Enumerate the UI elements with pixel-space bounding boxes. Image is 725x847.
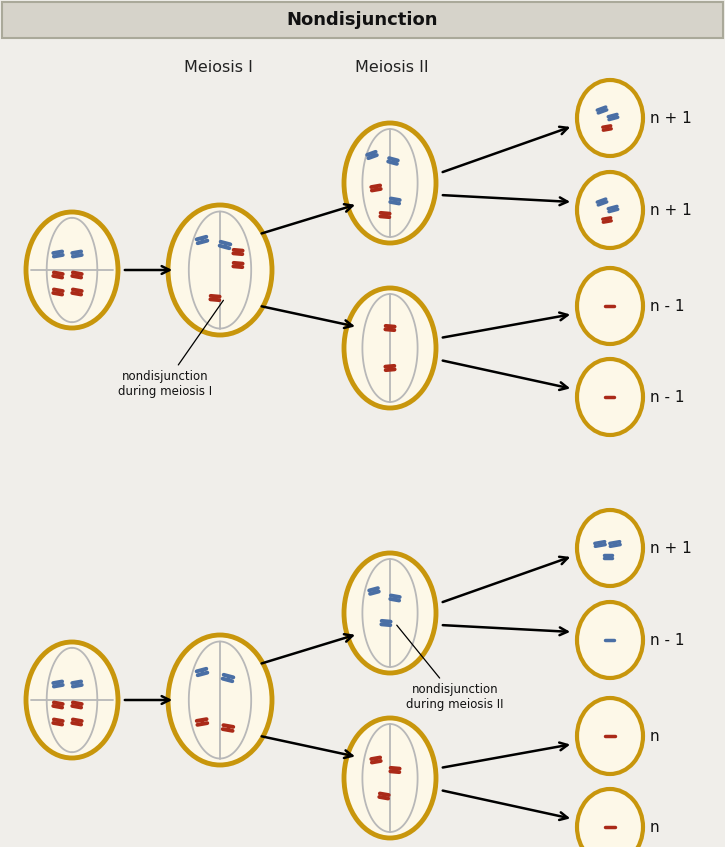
Text: nondisjunction
during meiosis II: nondisjunction during meiosis II xyxy=(397,625,504,711)
Text: n - 1: n - 1 xyxy=(650,298,684,313)
Ellipse shape xyxy=(577,789,643,847)
Text: n - 1: n - 1 xyxy=(650,633,684,647)
Ellipse shape xyxy=(577,172,643,248)
Ellipse shape xyxy=(577,510,643,586)
Ellipse shape xyxy=(344,288,436,408)
Ellipse shape xyxy=(577,602,643,678)
Text: n + 1: n + 1 xyxy=(650,110,692,125)
Text: n: n xyxy=(650,728,660,744)
Ellipse shape xyxy=(577,80,643,156)
Text: n + 1: n + 1 xyxy=(650,202,692,218)
Ellipse shape xyxy=(577,359,643,435)
Text: Meiosis I: Meiosis I xyxy=(183,59,252,75)
Ellipse shape xyxy=(344,553,436,673)
Text: n - 1: n - 1 xyxy=(650,390,684,405)
Ellipse shape xyxy=(26,642,118,758)
Ellipse shape xyxy=(344,123,436,243)
Text: n + 1: n + 1 xyxy=(650,540,692,556)
Ellipse shape xyxy=(168,205,272,335)
Ellipse shape xyxy=(344,718,436,838)
Ellipse shape xyxy=(168,635,272,765)
Text: n: n xyxy=(650,820,660,834)
Ellipse shape xyxy=(577,268,643,344)
Text: Meiosis II: Meiosis II xyxy=(355,59,428,75)
Ellipse shape xyxy=(577,698,643,774)
Text: nondisjunction
during meiosis I: nondisjunction during meiosis I xyxy=(118,301,223,398)
Ellipse shape xyxy=(26,212,118,328)
FancyBboxPatch shape xyxy=(2,2,723,38)
Text: Nondisjunction: Nondisjunction xyxy=(287,11,438,29)
